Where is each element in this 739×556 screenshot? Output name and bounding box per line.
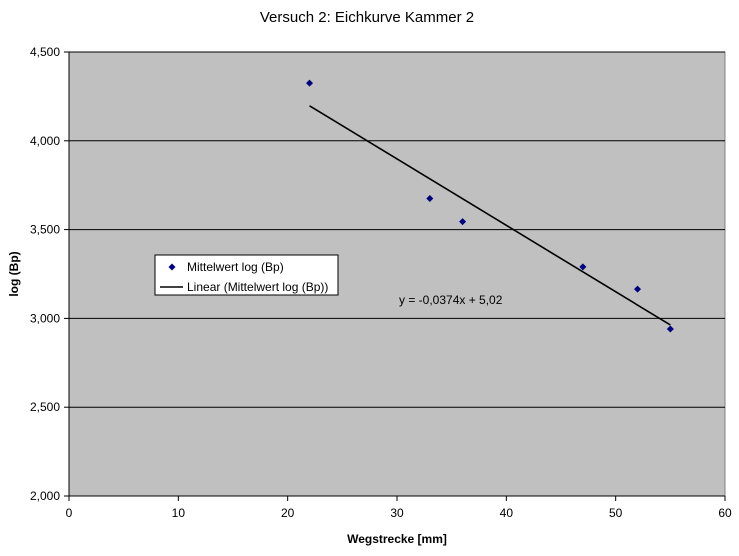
y-tick-label: 4,500 [30,45,60,59]
x-tick-label: 10 [172,506,186,520]
data-point [426,195,434,203]
data-points [306,79,674,333]
y-tick-label: 2,000 [30,489,60,503]
x-tick-label: 50 [609,506,623,520]
legend: Mittelwert log (Bp) Linear (Mittelwert l… [154,254,339,296]
data-point [579,263,587,271]
trendline [309,105,671,326]
data-point [459,218,467,226]
data-point [306,79,314,87]
legend-entry-series: Mittelwert log (Bp) [187,260,284,274]
x-tick-label: 30 [390,506,404,520]
data-point [634,285,642,293]
y-axis-title: log (Bp) [7,251,21,296]
x-tick-label: 0 [66,506,73,520]
x-tick-label: 20 [281,506,295,520]
grid-lines [69,51,725,408]
y-tick-label: 3,000 [30,311,60,325]
y-axis-ticks: 2,000 2,500 3,000 3,500 4,000 4,500 [30,45,69,503]
y-tick-label: 4,000 [30,134,60,148]
y-tick-label: 3,500 [30,223,60,237]
data-point [666,325,674,333]
legend-entry-trendline: Linear (Mittelwert log (Bp)) [187,280,328,294]
x-axis-title: Wegstrecke [mm] [347,532,447,546]
x-tick-label: 40 [500,506,514,520]
x-tick-label: 60 [718,506,732,520]
trendline-equation: y = -0,0374x + 5,02 [399,293,503,307]
x-axis-ticks: 0 10 20 30 40 50 60 [66,496,732,520]
legend-box [154,254,339,296]
y-tick-label: 2,500 [30,400,60,414]
legend-marker-diamond-icon [168,263,176,271]
chart-title: Versuch 2: Eichkurve Kammer 2 [260,9,474,26]
